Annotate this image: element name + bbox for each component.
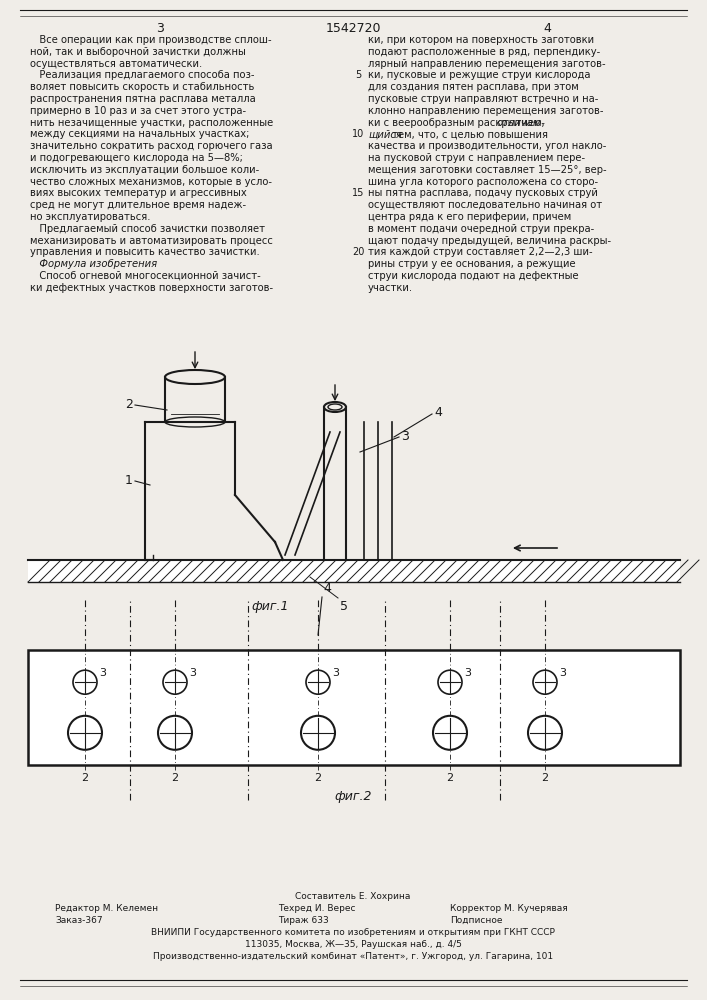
- Text: Предлагаемый способ зачистки позволяет: Предлагаемый способ зачистки позволяет: [30, 224, 265, 234]
- Text: 4: 4: [543, 22, 551, 35]
- Text: Формула изобретения: Формула изобретения: [30, 259, 157, 269]
- Text: чество сложных механизмов, которые в усло-: чество сложных механизмов, которые в усл…: [30, 177, 272, 187]
- Text: Составитель Е. Хохрина: Составитель Е. Хохрина: [296, 892, 411, 901]
- Text: тем, что, с целью повышения: тем, что, с целью повышения: [389, 129, 548, 139]
- Text: Все операции как при производстве сплош-: Все операции как при производстве сплош-: [30, 35, 271, 45]
- Text: 15: 15: [352, 188, 364, 198]
- Text: для создания пятен расплава, при этом: для создания пятен расплава, при этом: [368, 82, 579, 92]
- Text: в момент подачи очередной струи прекра-: в момент подачи очередной струи прекра-: [368, 224, 595, 234]
- Text: значительно сократить расход горючего газа: значительно сократить расход горючего га…: [30, 141, 273, 151]
- Text: струи кислорода подают на дефектные: струи кислорода подают на дефектные: [368, 271, 578, 281]
- Text: ны пятна расплава, подачу пусковых струй: ны пятна расплава, подачу пусковых струй: [368, 188, 598, 198]
- Text: Техред И. Верес: Техред И. Верес: [278, 904, 356, 913]
- Text: исключить из эксплуатации большое коли-: исключить из эксплуатации большое коли-: [30, 165, 259, 175]
- Text: центра ряда к его периферии, причем: центра ряда к его периферии, причем: [368, 212, 571, 222]
- Text: фиг.2: фиг.2: [334, 790, 372, 803]
- Text: Корректор М. Кучерявая: Корректор М. Кучерявая: [450, 904, 568, 913]
- Text: Редактор М. Келемен: Редактор М. Келемен: [55, 904, 158, 913]
- Text: и подогревающего кислорода на 5—8%;: и подогревающего кислорода на 5—8%;: [30, 153, 243, 163]
- Text: 3: 3: [189, 668, 196, 678]
- Text: 2: 2: [81, 773, 88, 783]
- Circle shape: [433, 716, 467, 750]
- Text: 2: 2: [171, 773, 179, 783]
- Text: на пусковой струи с направлением пере-: на пусковой струи с направлением пере-: [368, 153, 585, 163]
- Text: управления и повысить качество зачистки.: управления и повысить качество зачистки.: [30, 247, 259, 257]
- Text: 5: 5: [355, 70, 361, 80]
- Text: 3: 3: [559, 668, 566, 678]
- Circle shape: [68, 716, 102, 750]
- Text: 5: 5: [340, 600, 348, 613]
- Text: 3: 3: [99, 668, 106, 678]
- Circle shape: [306, 670, 330, 694]
- Text: участки.: участки.: [368, 283, 413, 293]
- Text: ки с веерообразным раскрытием,: ки с веерообразным раскрытием,: [368, 118, 548, 128]
- Text: 3: 3: [332, 668, 339, 678]
- Text: 1542720: 1542720: [325, 22, 381, 35]
- Text: рины струи у ее основания, а режущие: рины струи у ее основания, а режущие: [368, 259, 575, 269]
- Circle shape: [438, 670, 462, 694]
- Text: Реализация предлагаемого способа поз-: Реализация предлагаемого способа поз-: [30, 70, 255, 80]
- Text: 1: 1: [125, 474, 133, 487]
- Text: механизировать и автоматизировать процесс: механизировать и автоматизировать процес…: [30, 236, 273, 246]
- Text: осуществляют последовательно начиная от: осуществляют последовательно начиная от: [368, 200, 602, 210]
- Text: распространения пятна расплава металла: распространения пятна расплава металла: [30, 94, 256, 104]
- Text: 2: 2: [542, 773, 549, 783]
- Text: ВНИИПИ Государственного комитета по изобретениям и открытиям при ГКНТ СССР: ВНИИПИ Государственного комитета по изоб…: [151, 928, 555, 937]
- Circle shape: [301, 716, 335, 750]
- Text: 4: 4: [434, 406, 442, 418]
- Ellipse shape: [165, 417, 225, 427]
- Text: Заказ-367: Заказ-367: [55, 916, 103, 925]
- Text: осуществляться автоматически.: осуществляться автоматически.: [30, 59, 202, 69]
- Circle shape: [163, 670, 187, 694]
- Text: сред не могут длительное время надеж-: сред не могут длительное время надеж-: [30, 200, 246, 210]
- Text: Производственно-издательский комбинат «Патент», г. Ужгород, ул. Гагарина, 101: Производственно-издательский комбинат «П…: [153, 952, 553, 961]
- Text: пусковые струи направляют встречно и на-: пусковые струи направляют встречно и на-: [368, 94, 598, 104]
- Text: примерно в 10 раз и за счет этого устра-: примерно в 10 раз и за счет этого устра-: [30, 106, 246, 116]
- Text: подают расположенные в ряд, перпендику-: подают расположенные в ряд, перпендику-: [368, 47, 600, 57]
- Text: 2: 2: [446, 773, 454, 783]
- Circle shape: [158, 716, 192, 750]
- Text: лярный направлению перемещения заготов-: лярный направлению перемещения заготов-: [368, 59, 606, 69]
- Text: 3: 3: [464, 668, 471, 678]
- Text: 113035, Москва, Ж—35, Раушская наб., д. 4/5: 113035, Москва, Ж—35, Раушская наб., д. …: [245, 940, 462, 949]
- Text: Способ огневой многосекционной зачист-: Способ огневой многосекционной зачист-: [30, 271, 261, 281]
- Text: 20: 20: [352, 247, 364, 257]
- Text: 2: 2: [125, 397, 133, 410]
- Text: мещения заготовки составляет 15—25°, вер-: мещения заготовки составляет 15—25°, вер…: [368, 165, 607, 175]
- Text: ки, при котором на поверхность заготовки: ки, при котором на поверхность заготовки: [368, 35, 594, 45]
- Circle shape: [73, 670, 97, 694]
- Text: нить незачищенные участки, расположенные: нить незачищенные участки, расположенные: [30, 118, 273, 128]
- Text: но эксплуатироваться.: но эксплуатироваться.: [30, 212, 151, 222]
- Text: клонно направлению перемещения заготов-: клонно направлению перемещения заготов-: [368, 106, 604, 116]
- Text: тия каждой струи составляет 2,2—2,3 ши-: тия каждой струи составляет 2,2—2,3 ши-: [368, 247, 592, 257]
- Text: виях высоких температур и агрессивных: виях высоких температур и агрессивных: [30, 188, 247, 198]
- Text: отличаю-: отличаю-: [496, 118, 546, 128]
- Text: качества и производительности, угол накло-: качества и производительности, угол накл…: [368, 141, 607, 151]
- Text: Тираж 633: Тираж 633: [278, 916, 329, 925]
- Text: между секциями на начальных участках;: между секциями на начальных участках;: [30, 129, 250, 139]
- Bar: [28, 650, 680, 765]
- Ellipse shape: [165, 370, 225, 384]
- Text: 2: 2: [315, 773, 322, 783]
- Bar: [28, 560, 680, 582]
- Text: 10: 10: [352, 129, 364, 139]
- Text: щают подачу предыдущей, величина раскры-: щают подачу предыдущей, величина раскры-: [368, 236, 611, 246]
- Text: воляет повысить скорость и стабильность: воляет повысить скорость и стабильность: [30, 82, 255, 92]
- Circle shape: [528, 716, 562, 750]
- Text: Подписное: Подписное: [450, 916, 503, 925]
- Circle shape: [533, 670, 557, 694]
- Text: ки дефектных участков поверхности заготов-: ки дефектных участков поверхности загото…: [30, 283, 273, 293]
- Text: шина угла которого расположена со сторо-: шина угла которого расположена со сторо-: [368, 177, 598, 187]
- Text: 4: 4: [323, 582, 331, 595]
- Text: щийся: щийся: [368, 129, 402, 139]
- Text: 3: 3: [401, 430, 409, 444]
- Text: фиг.1: фиг.1: [251, 600, 288, 613]
- Ellipse shape: [328, 404, 342, 410]
- Text: ной, так и выборочной зачистки должны: ной, так и выборочной зачистки должны: [30, 47, 246, 57]
- Text: ки, пусковые и режущие струи кислорода: ки, пусковые и режущие струи кислорода: [368, 70, 590, 80]
- Ellipse shape: [324, 402, 346, 412]
- Text: 3: 3: [156, 22, 164, 35]
